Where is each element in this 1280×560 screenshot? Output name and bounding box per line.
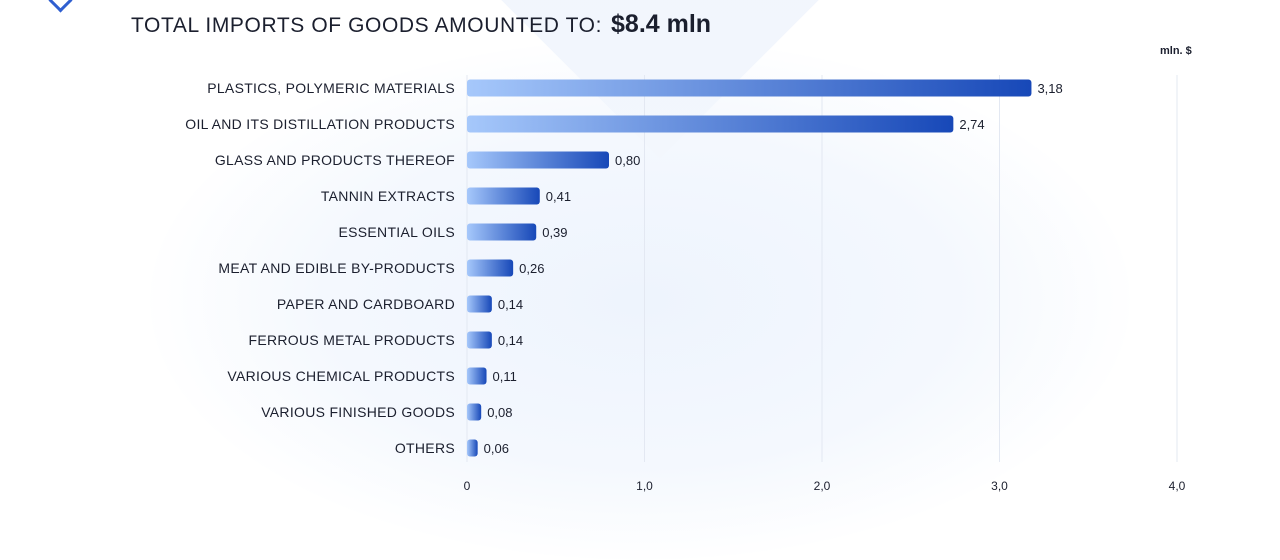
category-label: FERROUS METAL PRODUCTS [248, 332, 455, 348]
bars [467, 79, 1032, 457]
bar [467, 151, 609, 169]
x-tick-label: 4,0 [1169, 479, 1186, 493]
category-labels: PLASTICS, POLYMERIC MATERIALS OIL AND ITS… [185, 80, 455, 456]
value-label: 0,14 [498, 333, 523, 348]
category-label: OIL AND ITS DISTILLATION PRODUCTS [185, 116, 455, 132]
value-label: 0,26 [519, 261, 544, 276]
bar [467, 403, 482, 421]
value-labels: 3,18 2,74 0,80 0,41 0,39 0,26 0,14 0,14 0,11 0,08… [484, 81, 1063, 456]
chart-title-value: $8.4 mln [611, 10, 712, 38]
bar [467, 115, 954, 133]
x-tick-label: 3,0 [991, 479, 1008, 493]
x-axis-ticks: 0 1,0 2,0 3,0 4,0 [464, 479, 1186, 493]
category-label: VARIOUS FINISHED GOODS [261, 404, 455, 420]
value-label: 0,06 [484, 441, 509, 456]
value-label: 0,80 [615, 153, 640, 168]
bar-chart: PLASTICS, POLYMERIC MATERIALS OIL AND ITS… [185, 75, 1186, 493]
bar [467, 187, 540, 205]
category-label: TANNIN EXTRACTS [321, 188, 455, 204]
category-label: OTHERS [395, 440, 455, 456]
bar [467, 331, 492, 349]
category-label: GLASS AND PRODUCTS THEREOF [215, 152, 455, 168]
value-label: 0,11 [493, 369, 517, 384]
category-label: VARIOUS CHEMICAL PRODUCTS [227, 368, 455, 384]
bar [467, 295, 492, 313]
bar [467, 223, 537, 241]
category-label: PLASTICS, POLYMERIC MATERIALS [207, 80, 455, 96]
value-label: 2,74 [959, 117, 984, 132]
bar [467, 439, 478, 457]
category-label: MEAT AND EDIBLE BY-PRODUCTS [218, 260, 455, 276]
value-label: 0,08 [487, 405, 512, 420]
x-tick-label: 0 [464, 479, 471, 493]
value-label: 0,39 [542, 225, 567, 240]
x-tick-label: 2,0 [814, 479, 831, 493]
value-label: 0,14 [498, 297, 523, 312]
chart-title: TOTAL IMPORTS OF GOODS AMOUNTED TO: $8.4… [131, 10, 711, 44]
bar [467, 79, 1032, 97]
bar [467, 367, 487, 385]
bar [467, 259, 514, 277]
grid-lines [466, 75, 1178, 462]
unit-label: mln. $ [1160, 45, 1192, 57]
value-label: 0,41 [546, 189, 571, 204]
value-label: 3,18 [1037, 81, 1062, 96]
category-label: ESSENTIAL OILS [338, 224, 455, 240]
category-label: PAPER AND CARDBOARD [277, 296, 455, 312]
x-tick-label: 1,0 [636, 479, 653, 493]
chart-title-text: TOTAL IMPORTS OF GOODS AMOUNTED TO: [131, 14, 603, 37]
